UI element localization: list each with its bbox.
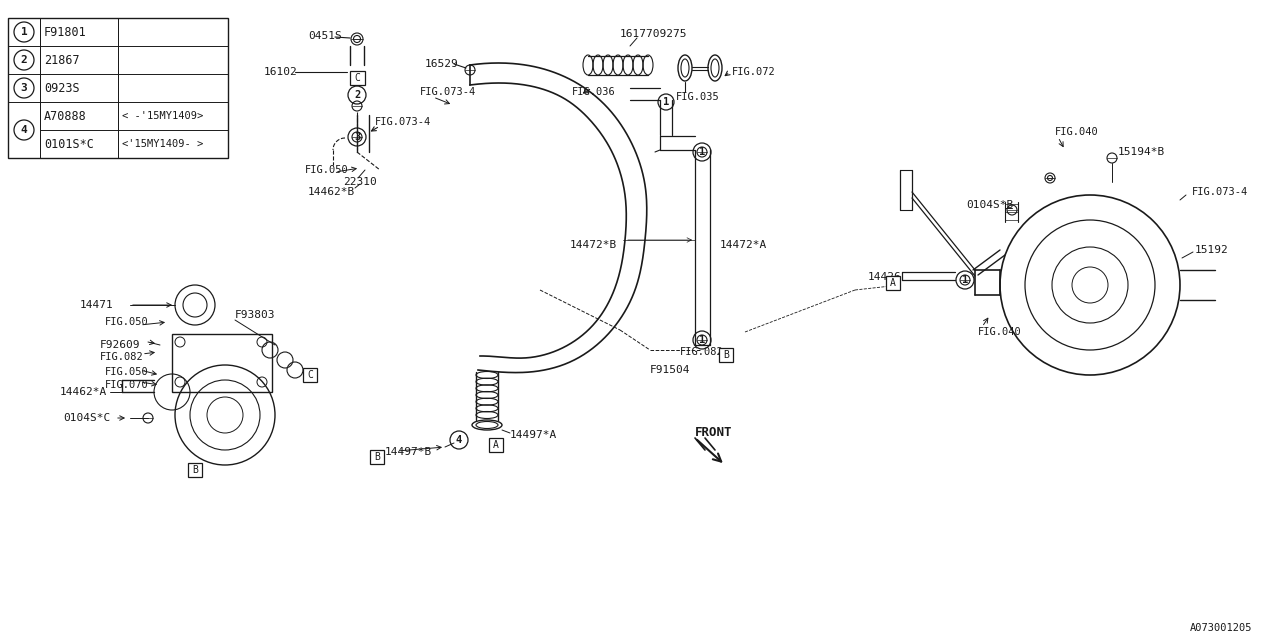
Bar	[370, 450, 384, 464]
Text: FIG.050: FIG.050	[105, 367, 148, 377]
Bar	[172, 334, 273, 392]
Text: FIG.073-4: FIG.073-4	[420, 87, 476, 97]
Bar	[188, 463, 202, 477]
Text: C: C	[355, 73, 360, 83]
Text: 16102: 16102	[264, 67, 298, 77]
Text: FRONT: FRONT	[695, 426, 732, 438]
Text: B: B	[374, 452, 380, 462]
Text: 14462*A: 14462*A	[60, 387, 108, 397]
Text: A: A	[493, 440, 499, 450]
Text: 14462*B: 14462*B	[308, 187, 356, 197]
Text: A: A	[890, 278, 896, 288]
Text: A073001205: A073001205	[1190, 623, 1253, 633]
Text: <'15MY1409- >: <'15MY1409- >	[122, 139, 204, 149]
Bar	[489, 438, 503, 452]
Text: FIG.073-4: FIG.073-4	[1192, 187, 1248, 197]
Text: 4: 4	[456, 435, 462, 445]
Text: 15194*B: 15194*B	[1117, 147, 1165, 157]
Text: FIG.070: FIG.070	[105, 380, 148, 390]
Text: 0104S*C: 0104S*C	[63, 413, 110, 423]
Text: FIG.050: FIG.050	[305, 165, 348, 175]
Text: FIG.040: FIG.040	[978, 327, 1021, 337]
Text: FIG.072: FIG.072	[732, 67, 776, 77]
Text: 3: 3	[20, 83, 27, 93]
Bar	[719, 348, 733, 362]
Text: FIG.082: FIG.082	[680, 347, 723, 357]
Text: A70888: A70888	[44, 109, 87, 122]
Text: 15192: 15192	[1196, 245, 1229, 255]
Text: C: C	[307, 370, 312, 380]
Text: 22310: 22310	[343, 177, 376, 187]
Bar	[886, 276, 900, 290]
Text: 3: 3	[353, 132, 360, 142]
Text: FIG.040: FIG.040	[1055, 127, 1098, 137]
Text: 0104S*B: 0104S*B	[966, 200, 1014, 210]
Text: 0451S: 0451S	[308, 31, 342, 41]
Text: 0923S: 0923S	[44, 81, 79, 95]
Text: F93803: F93803	[236, 310, 275, 320]
Text: 1: 1	[699, 335, 705, 345]
Text: 14497*A: 14497*A	[509, 430, 557, 440]
Text: 2: 2	[20, 55, 27, 65]
Text: 1617709275: 1617709275	[620, 29, 687, 39]
Text: FIG.050: FIG.050	[105, 317, 148, 327]
Text: B: B	[192, 465, 198, 475]
Text: 4: 4	[20, 125, 27, 135]
Text: 1: 1	[961, 275, 968, 285]
Text: 14472*A: 14472*A	[721, 240, 767, 250]
Text: FIG.073-4: FIG.073-4	[375, 117, 431, 127]
Text: F91504: F91504	[650, 365, 690, 375]
Text: B: B	[723, 350, 728, 360]
Text: F92609: F92609	[100, 340, 141, 350]
Text: 0101S*C: 0101S*C	[44, 138, 93, 150]
Text: 1: 1	[20, 27, 27, 37]
Text: 16529: 16529	[425, 59, 458, 69]
Text: < -'15MY1409>: < -'15MY1409>	[122, 111, 204, 121]
Text: FIG.082: FIG.082	[100, 352, 143, 362]
Text: 14472*B: 14472*B	[570, 240, 617, 250]
Text: FIG.036: FIG.036	[572, 87, 616, 97]
Text: 14497*B: 14497*B	[385, 447, 433, 457]
Text: 1: 1	[699, 147, 705, 157]
Text: 1: 1	[663, 97, 669, 107]
Bar	[8, 18, 228, 158]
Text: 2: 2	[353, 90, 360, 100]
Text: 21867: 21867	[44, 54, 79, 67]
Bar	[303, 368, 317, 382]
Bar	[349, 71, 365, 85]
Text: 14471: 14471	[81, 300, 114, 310]
Text: F91801: F91801	[44, 26, 87, 38]
Text: FIG.035: FIG.035	[676, 92, 719, 102]
Text: 14426: 14426	[868, 272, 901, 282]
